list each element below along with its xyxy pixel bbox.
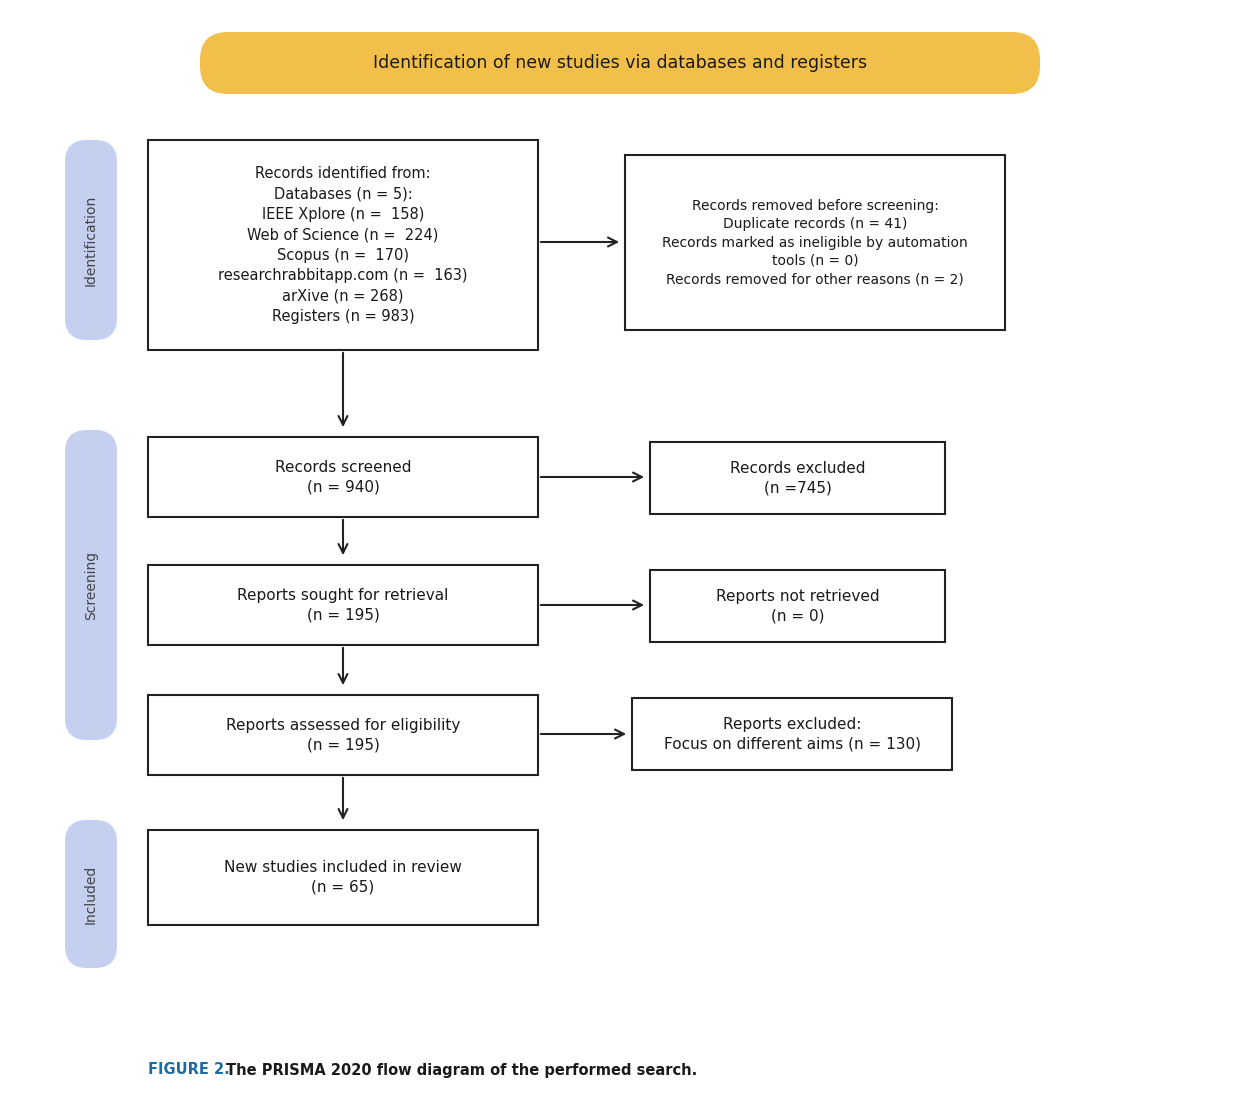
Text: Reports not retrieved
(n = 0): Reports not retrieved (n = 0)	[716, 588, 879, 624]
Text: Records removed before screening:
Duplicate records (n = 41)
Records marked as i: Records removed before screening: Duplic…	[662, 199, 968, 286]
Bar	[625, 155, 1005, 330]
Text: Included: Included	[84, 864, 98, 923]
Bar	[632, 698, 952, 770]
Bar	[148, 437, 538, 517]
FancyBboxPatch shape	[65, 819, 118, 968]
Text: Records excluded
(n =745): Records excluded (n =745)	[730, 461, 865, 495]
Bar	[148, 830, 538, 925]
FancyBboxPatch shape	[200, 32, 1040, 94]
Bar	[148, 695, 538, 775]
Text: Identification of new studies via databases and registers: Identification of new studies via databa…	[372, 54, 868, 72]
Text: Reports excluded:
Focus on different aims (n = 130): Reports excluded: Focus on different aim…	[664, 717, 920, 751]
Text: Records screened
(n = 940): Records screened (n = 940)	[275, 459, 411, 494]
Text: Screening: Screening	[84, 550, 98, 619]
Bar	[148, 565, 538, 645]
Text: New studies included in review
(n = 65): New studies included in review (n = 65)	[224, 860, 462, 894]
Bar	[148, 140, 538, 350]
Text: Records identified from:
Databases (n = 5):
IEEE Xplore (n =  158)
Web of Scienc: Records identified from: Databases (n = …	[219, 167, 468, 324]
Bar	[650, 570, 945, 642]
Text: The PRISMA 2020 flow diagram of the performed search.: The PRISMA 2020 flow diagram of the perf…	[226, 1062, 698, 1078]
Text: FIGURE 2.: FIGURE 2.	[148, 1062, 230, 1078]
Text: Reports sought for retrieval
(n = 195): Reports sought for retrieval (n = 195)	[238, 588, 449, 623]
FancyBboxPatch shape	[65, 140, 118, 340]
FancyBboxPatch shape	[65, 430, 118, 740]
Bar	[650, 442, 945, 514]
Text: Identification: Identification	[84, 195, 98, 285]
Text: Reports assessed for eligibility
(n = 195): Reports assessed for eligibility (n = 19…	[226, 718, 460, 752]
